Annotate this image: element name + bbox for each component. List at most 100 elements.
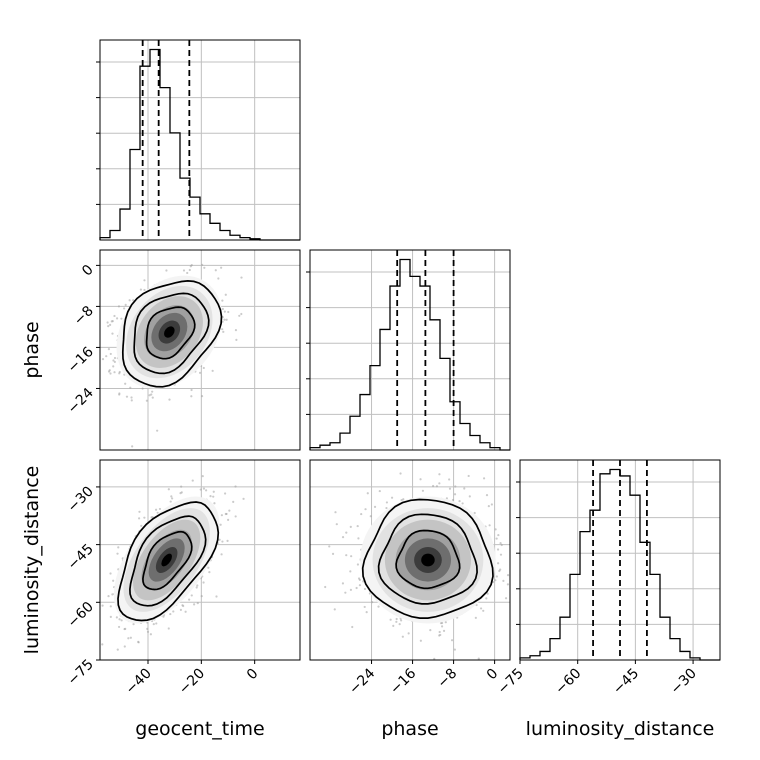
sample-point [490, 503, 493, 506]
sample-point [461, 502, 464, 505]
sample-point [149, 633, 152, 636]
sample-point [366, 492, 369, 495]
sample-point [494, 528, 497, 531]
sample-point [129, 386, 132, 389]
sample-point [115, 317, 119, 320]
sample-point [123, 645, 126, 648]
sample-point [502, 579, 505, 583]
sample-point [170, 495, 173, 498]
sample-point [419, 639, 422, 642]
sample-point [132, 299, 135, 302]
sample-point [398, 623, 401, 626]
sample-point [116, 552, 119, 555]
sample-point [506, 573, 510, 577]
sample-point [123, 307, 126, 310]
sample-point [390, 496, 394, 499]
sample-point [165, 269, 168, 272]
x-tick-label: 0 [484, 666, 502, 684]
sample-point [179, 608, 182, 611]
sample-point [331, 552, 335, 555]
sample-point [358, 584, 362, 587]
panel-frame [309, 459, 511, 661]
sample-point [433, 657, 436, 660]
sample-point [486, 592, 489, 595]
sample-point [214, 269, 217, 272]
sample-point [341, 582, 345, 585]
panel-frame [519, 459, 721, 661]
sample-point [221, 299, 224, 302]
sample-point [125, 395, 129, 398]
histogram-phase [309, 258, 510, 451]
sample-point [429, 628, 432, 632]
sample-point [438, 630, 441, 634]
sample-point [111, 320, 114, 323]
sample-point [188, 268, 191, 272]
sample-point [141, 387, 144, 390]
sample-point [463, 487, 466, 490]
sample-point [199, 488, 202, 491]
sample-point [109, 372, 112, 375]
sample-point [377, 605, 380, 608]
sample-point [193, 603, 196, 606]
sample-point [128, 299, 131, 302]
density-level [161, 553, 172, 567]
sample-point [432, 484, 435, 488]
sample-point [101, 358, 105, 361]
panel-frame [99, 39, 301, 241]
sample-point [479, 607, 483, 610]
sample-point [232, 500, 235, 504]
sample-point [202, 581, 205, 584]
sample-point [115, 616, 118, 619]
panel-frame [99, 249, 301, 451]
sample-point [95, 650, 97, 652]
sample-point [129, 636, 132, 639]
sample-point [468, 495, 471, 498]
sample-point [400, 619, 403, 622]
sample-point [117, 546, 120, 549]
sample-point [364, 508, 367, 511]
sample-point [365, 611, 368, 614]
sample-point [445, 497, 448, 500]
sample-point [109, 605, 112, 608]
y-axis-title-luminosity-distance: luminosity_distance [21, 466, 43, 655]
sample-point [200, 595, 203, 598]
sample-point [158, 507, 162, 511]
sample-point [371, 601, 374, 604]
sample-point [107, 325, 110, 328]
sample-point [151, 390, 154, 393]
sample-point [143, 279, 146, 282]
sample-point [389, 618, 392, 621]
sample-point [363, 587, 367, 591]
sample-point [223, 492, 227, 495]
sample-point [143, 516, 146, 519]
sample-point [488, 524, 491, 527]
sample-point [71, 348, 73, 350]
density-panel-phase-luminosity-distance [309, 459, 511, 661]
sample-point [234, 485, 237, 488]
sample-point [362, 580, 365, 583]
sample-point [400, 498, 403, 502]
sample-point [196, 602, 199, 605]
sample-point [328, 545, 331, 548]
sample-point [152, 623, 155, 626]
y-axis-title-phase: phase [21, 321, 43, 378]
sample-point [167, 488, 170, 491]
sample-point [113, 360, 116, 364]
hist-panel-phase [306, 249, 511, 451]
contour-line [377, 513, 478, 605]
x-axis-title-phase: phase [381, 718, 438, 740]
sample-point [444, 621, 447, 624]
sample-point [494, 579, 497, 582]
sample-point [109, 352, 112, 356]
sample-point [208, 571, 211, 574]
sample-point [132, 623, 135, 626]
sample-point [113, 314, 116, 318]
sample-point [497, 533, 500, 537]
sample-point [357, 537, 360, 540]
sample-point [356, 524, 359, 528]
density-level [164, 326, 175, 338]
sample-point [238, 314, 241, 317]
sample-point [150, 393, 153, 396]
sample-point [180, 485, 183, 488]
